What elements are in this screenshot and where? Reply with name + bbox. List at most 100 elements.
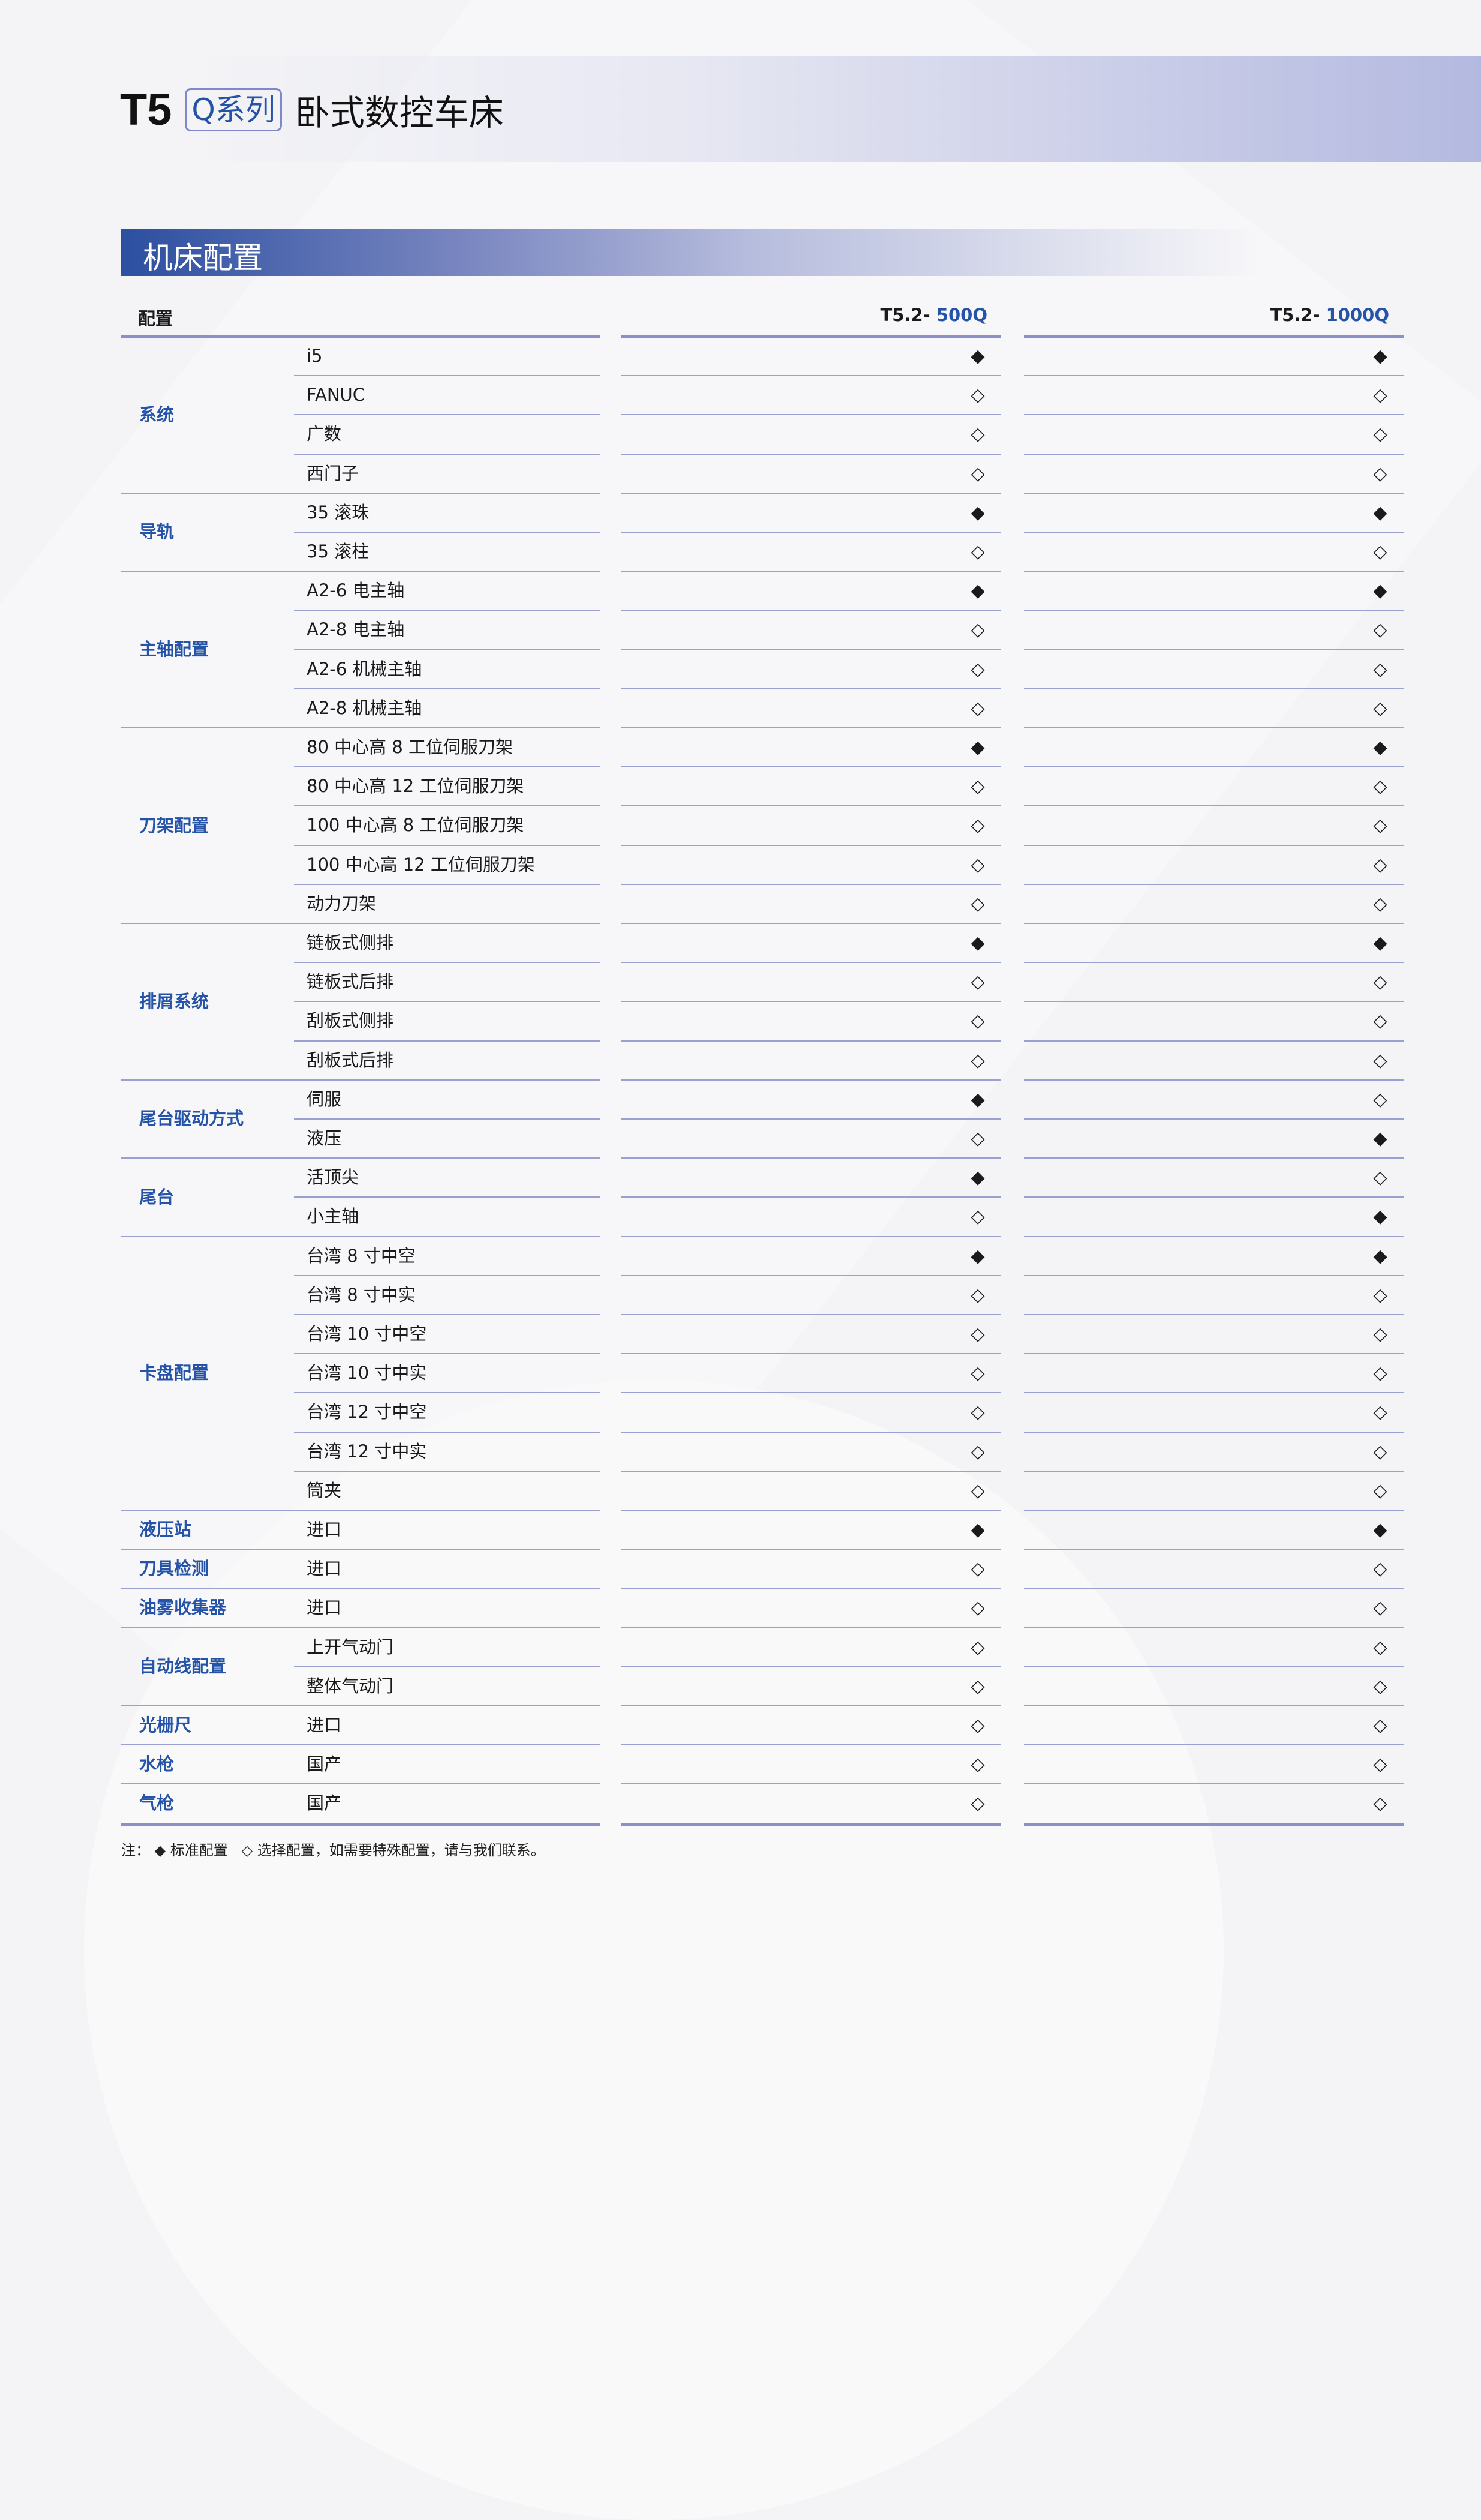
config-item: A2-8 电主轴 bbox=[307, 619, 405, 640]
table-divider bbox=[1024, 844, 1404, 846]
table-divider bbox=[1024, 1431, 1404, 1433]
table-divider bbox=[294, 1196, 600, 1198]
table-divider bbox=[121, 335, 600, 338]
optional-diamond-icon: ◇ bbox=[971, 619, 985, 641]
optional-diamond-icon: ◇ bbox=[1373, 776, 1387, 797]
table-divider bbox=[1024, 962, 1404, 964]
optional-diamond-icon: ◇ bbox=[971, 1754, 985, 1775]
optional-diamond-icon: ◇ bbox=[971, 1558, 985, 1580]
table-divider bbox=[621, 1001, 1001, 1003]
group-label: 主轴配置 bbox=[139, 639, 209, 660]
group-label: 液压站 bbox=[139, 1519, 192, 1540]
table-divider bbox=[621, 727, 1001, 728]
optional-diamond-icon: ◇ bbox=[1373, 658, 1387, 680]
table-divider bbox=[621, 571, 1001, 572]
group-label: 刀架配置 bbox=[139, 815, 209, 836]
standard-diamond-icon: ◆ bbox=[971, 346, 985, 367]
optional-diamond-icon: ◇ bbox=[1373, 1558, 1387, 1580]
config-item: 台湾 8 寸中空 bbox=[307, 1245, 416, 1266]
column-header-model-2: T5.2- 1000Q bbox=[1270, 305, 1389, 325]
table-divider bbox=[294, 1666, 600, 1667]
optional-diamond-icon: ◇ bbox=[1373, 619, 1387, 641]
optional-diamond-icon: ◇ bbox=[1373, 1715, 1387, 1736]
optional-diamond-icon: ◇ bbox=[971, 971, 985, 993]
config-item: 35 滚柱 bbox=[307, 541, 370, 562]
header-band bbox=[180, 56, 1481, 162]
optional-diamond-icon: ◇ bbox=[971, 1636, 985, 1658]
optional-diamond-icon: ◇ bbox=[1373, 1597, 1387, 1619]
config-item: i5 bbox=[307, 346, 323, 366]
group-label: 气枪 bbox=[139, 1793, 175, 1814]
standard-diamond-icon: ◆ bbox=[971, 502, 985, 523]
table-divider bbox=[294, 1353, 600, 1355]
config-item: 进口 bbox=[307, 1519, 342, 1540]
group-label: 导轨 bbox=[139, 521, 175, 542]
standard-diamond-icon: ◆ bbox=[1373, 346, 1387, 367]
optional-diamond-icon: ◇ bbox=[1373, 1754, 1387, 1775]
config-item: 国产 bbox=[307, 1754, 342, 1775]
config-item: 刮板式侧排 bbox=[307, 1010, 394, 1031]
table-divider bbox=[121, 1783, 600, 1785]
table-divider bbox=[1024, 1666, 1404, 1667]
group-label: 自动线配置 bbox=[139, 1656, 227, 1677]
table-divider bbox=[294, 532, 600, 533]
table-divider bbox=[294, 649, 600, 650]
optional-diamond-icon: ◇ bbox=[971, 658, 985, 680]
standard-diamond-icon: ◆ bbox=[971, 1088, 985, 1110]
standard-diamond-icon: ◆ bbox=[1373, 932, 1387, 953]
table-divider bbox=[621, 1235, 1001, 1237]
table-divider bbox=[1024, 610, 1404, 611]
config-item: 西门子 bbox=[307, 463, 359, 484]
config-item: 台湾 8 寸中实 bbox=[307, 1284, 416, 1305]
group-label: 尾台驱动方式 bbox=[139, 1108, 244, 1129]
table-divider bbox=[621, 375, 1001, 377]
group-label: 尾台 bbox=[139, 1186, 175, 1207]
config-item: 筒夹 bbox=[307, 1480, 342, 1501]
table-divider bbox=[1024, 805, 1404, 807]
table-divider bbox=[621, 766, 1001, 768]
config-item: A2-8 机械主轴 bbox=[307, 697, 422, 718]
config-item: 进口 bbox=[307, 1715, 342, 1735]
optional-diamond-icon: ◇ bbox=[1373, 1675, 1387, 1697]
table-divider bbox=[1024, 1392, 1404, 1394]
config-item: 台湾 10 寸中实 bbox=[307, 1363, 427, 1384]
config-item: 台湾 10 寸中空 bbox=[307, 1324, 427, 1344]
optional-diamond-icon: ◇ bbox=[1373, 1088, 1387, 1110]
table-divider bbox=[294, 453, 600, 455]
table-divider bbox=[1024, 1040, 1404, 1042]
optional-diamond-icon: ◇ bbox=[1373, 1402, 1387, 1423]
config-item: 国产 bbox=[307, 1793, 342, 1814]
config-item: 活顶尖 bbox=[307, 1167, 359, 1188]
optional-diamond-icon: ◇ bbox=[971, 776, 985, 797]
table-divider bbox=[294, 1431, 600, 1433]
table-divider bbox=[621, 1627, 1001, 1628]
config-item: 伺服 bbox=[307, 1088, 342, 1109]
standard-diamond-icon: ◆ bbox=[1373, 737, 1387, 758]
config-item: A2-6 电主轴 bbox=[307, 580, 405, 601]
standard-diamond-icon: ◆ bbox=[971, 1245, 985, 1267]
optional-diamond-icon: ◇ bbox=[1373, 1010, 1387, 1032]
optional-diamond-icon: ◇ bbox=[971, 1793, 985, 1814]
table-divider bbox=[1024, 649, 1404, 650]
table-divider bbox=[621, 805, 1001, 807]
table-divider bbox=[121, 1235, 600, 1237]
column-header-config: 配置 bbox=[138, 308, 173, 329]
optional-diamond-icon: ◇ bbox=[1373, 1284, 1387, 1306]
table-divider bbox=[294, 414, 600, 416]
optional-diamond-icon: ◇ bbox=[1373, 893, 1387, 914]
table-divider bbox=[621, 844, 1001, 846]
note-prefix: 注： bbox=[121, 1842, 150, 1859]
table-divider bbox=[1024, 1783, 1404, 1785]
table-divider bbox=[621, 649, 1001, 650]
table-divider bbox=[294, 1274, 600, 1276]
series-badge: Q系列 bbox=[185, 88, 282, 131]
table-divider bbox=[621, 1274, 1001, 1276]
optional-diamond-icon: ◇ bbox=[1373, 1793, 1387, 1814]
table-divider bbox=[121, 1549, 600, 1550]
table-divider bbox=[1024, 923, 1404, 924]
table-divider bbox=[294, 1118, 600, 1120]
standard-diamond-icon: ◆ bbox=[971, 580, 985, 602]
table-divider bbox=[1024, 492, 1404, 494]
table-divider bbox=[121, 492, 600, 494]
optional-diamond-icon: ◇ bbox=[971, 1480, 985, 1501]
